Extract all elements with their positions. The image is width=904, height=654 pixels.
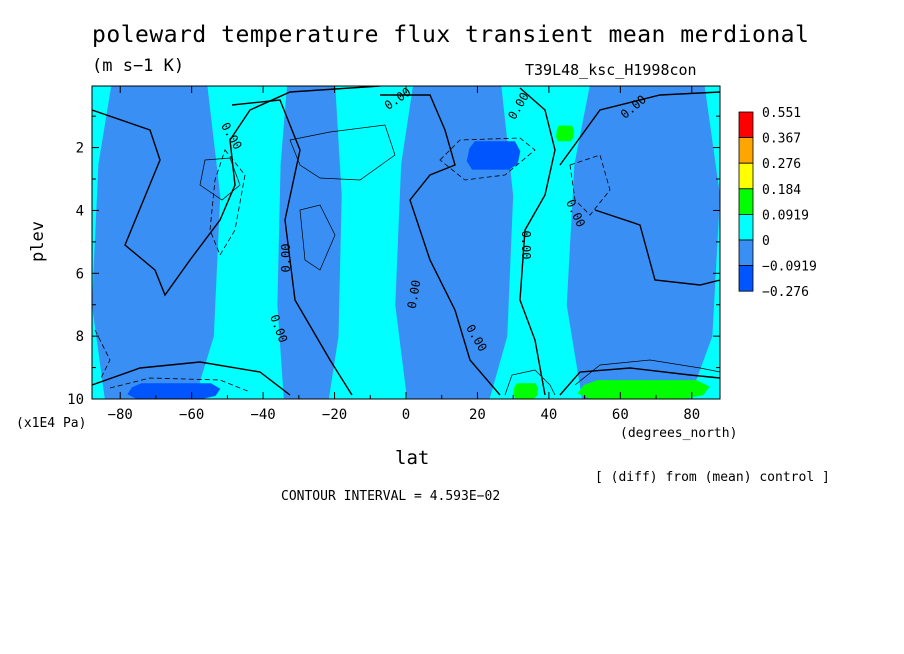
x-tick-label: −80 [108, 407, 133, 423]
colorbar-swatch [738, 265, 754, 292]
contour-region-positive [556, 125, 574, 142]
contour-line [569, 154, 611, 216]
contour-region-strong-negative [127, 383, 221, 399]
colorbar-swatch [738, 111, 754, 139]
contour-line [380, 94, 501, 396]
colorbar-label: 0.367 [762, 132, 801, 147]
contour-line [94, 329, 111, 381]
chart-units: (m s−1 K) [92, 56, 185, 76]
contour-line [574, 359, 720, 386]
contour-line [289, 124, 396, 181]
diff-note: [ (diff) from (mean) control ] [595, 470, 830, 485]
contour-region-negative [277, 86, 342, 399]
contour-line [439, 137, 536, 181]
contour-line [92, 361, 291, 396]
contour-label: 0.00 [405, 279, 424, 310]
contour-label: 0.00 [519, 231, 533, 260]
y-tick-label: 2 [76, 141, 84, 157]
x-axis-units: (degrees_north) [620, 426, 738, 441]
colorbar-label: 0.184 [762, 183, 801, 198]
colorbar-swatch [738, 188, 754, 215]
y-tick-label: 6 [76, 266, 84, 282]
colorbar-swatch [738, 213, 754, 241]
contour-line [504, 369, 556, 396]
y-tick-label: 8 [76, 329, 84, 345]
colorbar-label: 0.0919 [762, 208, 809, 223]
colorbar-swatch [738, 239, 754, 267]
contour-line [559, 367, 720, 396]
colorbar-swatch [738, 137, 754, 164]
contour-label: 0.00 [279, 244, 293, 273]
contour-line [594, 209, 720, 286]
contour-interval-note: CONTOUR INTERVAL = 4.593E−02 [281, 489, 501, 504]
contour-line [92, 86, 381, 297]
chart-title: poleward temperature flux transient mean… [92, 22, 810, 48]
y-axis-label: plev [28, 221, 48, 262]
plot-area: 0.000.000.000.000.000.000.000.000.000.00 [92, 86, 720, 399]
contour-region-strong-negative [466, 141, 521, 170]
colorbar-label: 0.551 [762, 106, 801, 121]
x-tick-label: −20 [322, 407, 347, 423]
colorbar-label: 0.276 [762, 157, 801, 172]
contour-line [199, 157, 241, 201]
contour-line [519, 87, 556, 396]
contour-line [559, 91, 720, 166]
colorbar-label: −0.0919 [762, 260, 817, 275]
x-tick-label: 0 [402, 407, 410, 423]
x-tick-label: 80 [683, 407, 700, 423]
contour-region-negative [566, 86, 720, 399]
x-tick-label: −40 [250, 407, 275, 423]
x-tick-label: −60 [179, 407, 204, 423]
contour-line [299, 204, 336, 271]
contour-line [209, 149, 246, 256]
colorbar-swatch [738, 162, 754, 190]
y-axis-units: (x1E4 Pa) [16, 416, 87, 431]
contour-region-negative [395, 86, 514, 399]
contour-line [109, 377, 251, 393]
colorbar-label: −0.276 [762, 285, 809, 300]
x-tick-label: 60 [612, 407, 629, 423]
contour-line [231, 99, 353, 396]
contour-region-positive [513, 383, 539, 399]
contour-lines [92, 86, 720, 396]
y-tick-label: 4 [76, 203, 84, 219]
x-tick-label: 40 [540, 407, 557, 423]
contour-region-positive [577, 380, 710, 399]
x-tick-label: 20 [469, 407, 486, 423]
colorbar-label: 0 [762, 234, 770, 249]
x-axis-label: lat [395, 447, 430, 469]
contour-region-negative [92, 86, 221, 399]
run-id: T39L48_ksc_H1998con [525, 61, 697, 79]
y-tick-label: 10 [67, 392, 84, 408]
